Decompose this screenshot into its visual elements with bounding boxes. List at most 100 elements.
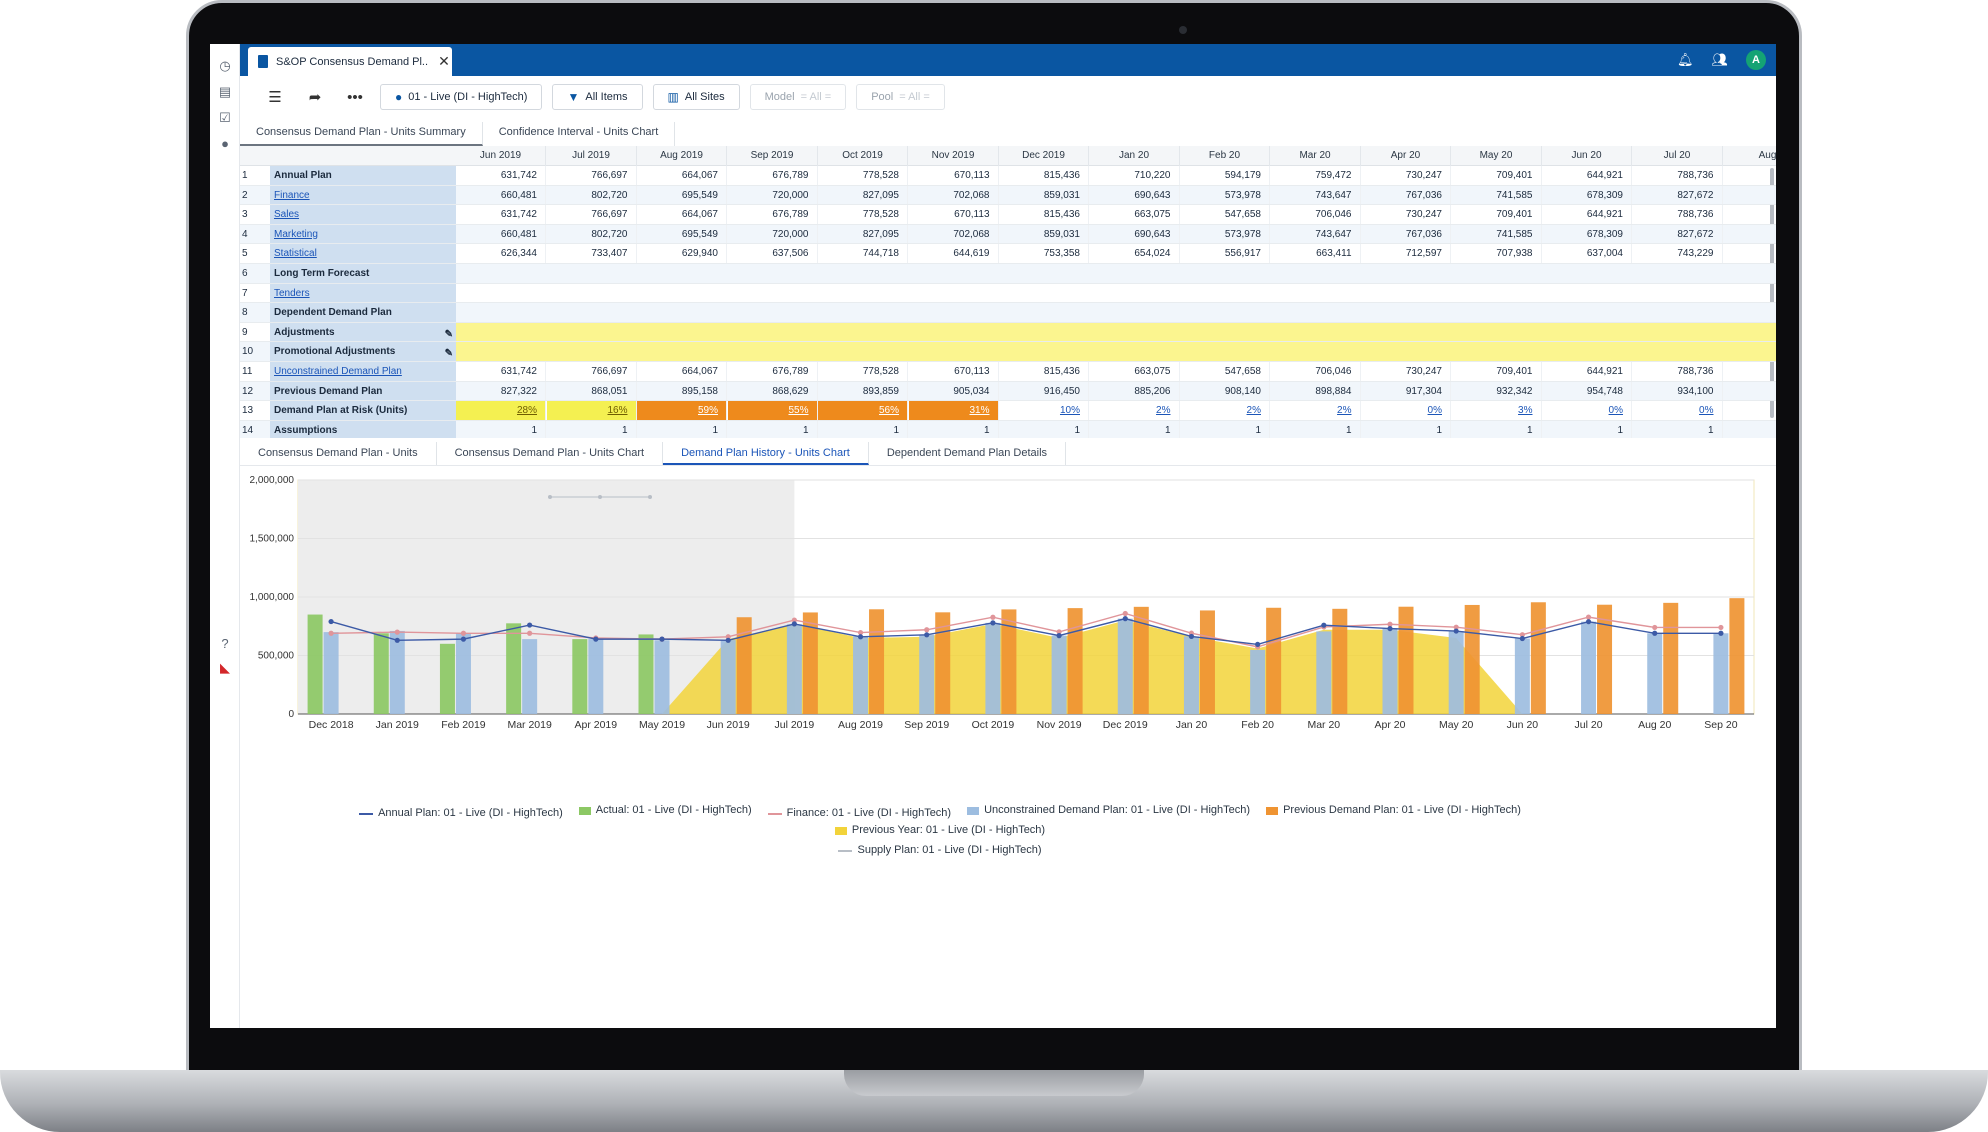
grid-cell[interactable]: 0%	[1542, 401, 1632, 420]
grid-cell[interactable]: 55%	[727, 401, 818, 420]
annual-plan-point	[1188, 633, 1195, 640]
clock-icon[interactable]: ◷	[219, 58, 231, 73]
comment-icon[interactable]: ●	[221, 136, 229, 151]
grid-cell: 766,697	[547, 205, 637, 224]
close-icon[interactable]: ✕	[438, 53, 450, 69]
grid-cell: 1	[547, 420, 637, 438]
column-header[interactable]: Feb 20	[1180, 146, 1270, 166]
x-tick-label: May 20	[1439, 719, 1474, 731]
previous-plan-bar	[1398, 606, 1414, 714]
unconstrained-bar	[654, 640, 670, 714]
grid-cell: 908,140	[1180, 381, 1270, 401]
grid-cell: 637,004	[1542, 244, 1632, 263]
grid-cell[interactable]: 2%	[1271, 401, 1361, 420]
editable-row-fill[interactable]	[456, 322, 1776, 342]
tab-dependent-demand-details[interactable]: Dependent Demand Plan Details	[869, 442, 1067, 465]
legend-item[interactable]: Supply Plan: 01 - Live (DI - HighTech)	[838, 842, 1042, 859]
tab-demand-plan-history-chart[interactable]: Demand Plan History - Units Chart	[663, 442, 869, 465]
row-label[interactable]: Tenders	[270, 283, 456, 303]
grid-header: Jun 2019 Jul 2019 Aug 2019 Sep 2019 Oct 2019…	[240, 146, 1776, 166]
document-tab-title: S&OP Consensus Demand Pl...	[276, 55, 428, 68]
legend-item[interactable]: Unconstrained Demand Plan: 01 - Live (DI…	[967, 802, 1250, 819]
row-label[interactable]: Finance	[270, 185, 456, 205]
clipboard-icon[interactable]: ☑	[219, 110, 231, 125]
column-header[interactable]: Jul 2019	[547, 146, 637, 166]
column-header[interactable]: Dec 2019	[999, 146, 1089, 166]
column-header[interactable]: Jun 20	[1542, 146, 1632, 166]
column-header[interactable]: Nov 2019	[909, 146, 999, 166]
tab-demand-plan-units[interactable]: Consensus Demand Plan - Units	[240, 442, 437, 465]
annual-plan-point	[1321, 622, 1327, 628]
grid-cell[interactable]: 59%	[637, 401, 727, 420]
grid-cell[interactable]: 2%	[1090, 401, 1180, 420]
grid-cell[interactable]: 10%	[999, 401, 1089, 420]
column-header[interactable]: Jun 2019	[456, 146, 546, 166]
column-header[interactable]: Mar 20	[1271, 146, 1361, 166]
row-label-text: Sales	[274, 209, 300, 221]
sites-filter[interactable]: ▥ All Sites	[652, 84, 740, 110]
document-icon[interactable]: ▤	[218, 84, 232, 99]
row-label-text: Adjustments	[274, 326, 335, 338]
row-label[interactable]: Unconstrained Demand Plan	[270, 362, 456, 381]
legend-item[interactable]: Finance: 01 - Live (DI - HighTech)	[767, 805, 951, 822]
items-filter[interactable]: ▼ All Items	[552, 84, 643, 110]
row-label: Demand Plan at Risk (Units)	[270, 401, 456, 420]
finance-point	[328, 630, 334, 636]
tab-units-summary[interactable]: Consensus Demand Plan - Units Summary	[240, 122, 483, 146]
grid-cell[interactable]: 16%	[546, 401, 637, 420]
tab-demand-plan-units-chart[interactable]: Consensus Demand Plan - Units Chart	[437, 442, 664, 465]
grid-cell: 916,450	[999, 381, 1089, 401]
data-grid: Jun 2019 Jul 2019 Aug 2019 Sep 2019 Oct 2019…	[240, 146, 1776, 438]
grid-cell[interactable]: 3%	[1452, 401, 1542, 420]
x-tick-label: Mar 2019	[507, 719, 552, 731]
grid-cell[interactable]: 0%	[1633, 401, 1723, 420]
row-label[interactable]: Marketing	[270, 224, 456, 244]
chart-legend: Annual Plan: 01 - Live (DI - HighTech) Ac…	[240, 802, 1640, 859]
legend-item[interactable]: Previous Demand Plan: 01 - Live (DI - Hi…	[1266, 802, 1521, 819]
grid-cell[interactable]: 28%	[456, 401, 546, 420]
help-icon[interactable]: ?	[221, 636, 229, 651]
unconstrained-bar	[1250, 649, 1266, 714]
grid-cell: 556,917	[1180, 244, 1270, 263]
grid-cell[interactable]: 31%	[908, 401, 999, 420]
share-icon[interactable]: ➦	[308, 89, 322, 106]
scenario-selector[interactable]: ● 01 - Live (DI - HighTech)	[380, 84, 543, 110]
vertical-scrollbar[interactable]	[1770, 168, 1774, 418]
legend-item[interactable]: Actual: 01 - Live (DI - HighTech)	[578, 802, 752, 819]
legend-item[interactable]: Annual Plan: 01 - Live (DI - HighTech)	[359, 805, 563, 822]
previous-plan-bar	[1729, 598, 1745, 714]
grid-cell: 815,436	[999, 166, 1089, 185]
column-header[interactable]: Sep 2019	[728, 146, 818, 166]
row-label[interactable]: Statistical	[270, 244, 456, 263]
column-header[interactable]: Apr 20	[1361, 146, 1451, 166]
column-header[interactable]: Jan 20	[1090, 146, 1180, 166]
pool-filter-value: = All =	[899, 91, 930, 103]
column-header[interactable]: Oct 2019	[818, 146, 908, 166]
grid-cell[interactable]: 2%	[1180, 401, 1270, 420]
column-header[interactable]: May 20	[1452, 146, 1542, 166]
grid-cell[interactable]: 0%	[1361, 401, 1451, 420]
pool-filter[interactable]: Pool = All =	[856, 84, 945, 110]
document-tab[interactable]: S&OP Consensus Demand Pl... ✕	[248, 47, 452, 76]
column-header[interactable]: Aug	[1723, 146, 1776, 166]
edit-pencil-icon[interactable]: ✎	[444, 348, 453, 360]
top-tab-strip: Consensus Demand Plan - Units Summary Co…	[240, 122, 1776, 146]
tab-confidence-interval[interactable]: Confidence Interval - Units Chart	[483, 122, 676, 146]
row-label[interactable]: Sales	[270, 205, 456, 224]
model-filter[interactable]: Model = All =	[749, 84, 847, 110]
more-icon[interactable]: •••	[347, 88, 363, 106]
people-icon[interactable]: 👥︎	[1711, 52, 1728, 67]
brand-icon: ◣	[220, 660, 230, 675]
column-header[interactable]: Jul 20	[1633, 146, 1723, 166]
notification-bell-icon[interactable]: 🔔︎	[1676, 52, 1694, 67]
legend-item[interactable]: Previous Year: 01 - Live (DI - HighTech)	[834, 822, 1045, 839]
editable-row-fill[interactable]	[456, 342, 1776, 361]
grid-cell: 1	[1361, 420, 1451, 438]
settings-sliders-icon[interactable]: ☰	[268, 89, 282, 106]
title-bar-actions: 🔔︎ 👥︎ A	[1677, 50, 1766, 70]
edit-pencil-icon[interactable]: ✎	[444, 328, 453, 340]
grid-cell[interactable]: 56%	[818, 401, 908, 420]
avatar[interactable]: A	[1746, 50, 1766, 70]
table-row: 4 Marketing 660,481 802,720 695,549 720,000 82…	[240, 224, 1776, 245]
column-header[interactable]: Aug 2019	[637, 146, 727, 166]
